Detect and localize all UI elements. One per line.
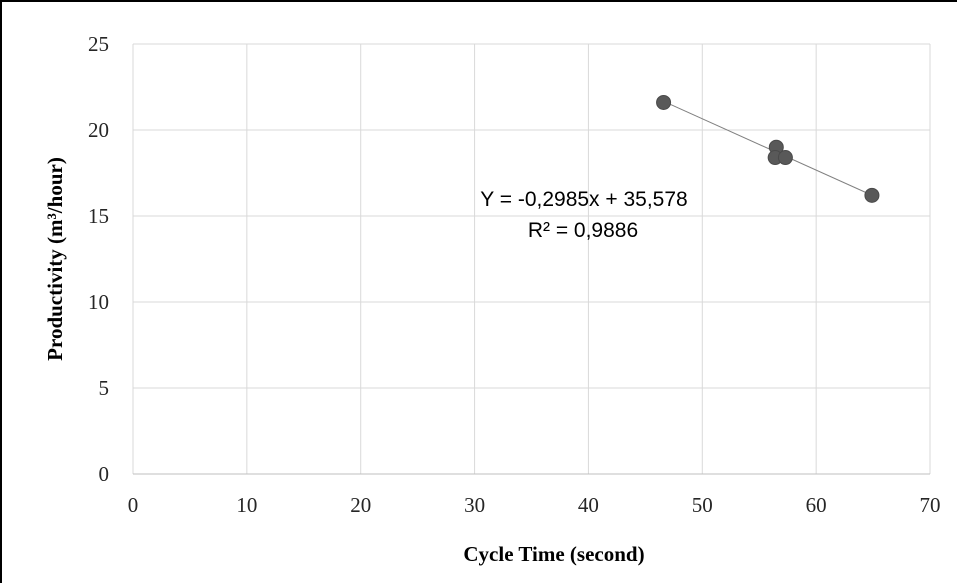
y-tick-label: 5 bbox=[99, 376, 110, 400]
x-tick-label: 20 bbox=[350, 493, 371, 517]
data-point bbox=[656, 94, 672, 110]
trendline-layer bbox=[663, 100, 873, 196]
y-tick-label: 10 bbox=[88, 290, 109, 314]
y-tick-label: 20 bbox=[88, 118, 109, 142]
trendline-equation: Y = -0,2985x + 35,578 bbox=[480, 188, 687, 211]
y-axis-title: Productivity (m³/hour) bbox=[43, 157, 67, 361]
data-points bbox=[656, 94, 880, 203]
x-axis-title: Cycle Time (second) bbox=[463, 542, 644, 566]
x-tick-label: 10 bbox=[236, 493, 257, 517]
tick-labels: 0 5 10 15 20 25 0 10 20 30 40 50 60 70 bbox=[88, 32, 941, 517]
x-tick-label: 0 bbox=[128, 493, 139, 517]
data-point bbox=[777, 150, 793, 166]
r-squared-label: R² = 0,9886 bbox=[528, 219, 638, 242]
data-point bbox=[864, 187, 880, 203]
y-tick-label: 15 bbox=[88, 204, 109, 228]
x-tick-label: 70 bbox=[920, 493, 941, 517]
axis-layer bbox=[132, 44, 930, 475]
grid-layer bbox=[133, 43, 931, 474]
y-tick-label: 0 bbox=[99, 462, 110, 486]
x-tick-label: 30 bbox=[464, 493, 485, 517]
x-tick-label: 60 bbox=[806, 493, 827, 517]
x-tick-label: 50 bbox=[692, 493, 713, 517]
y-tick-label: 25 bbox=[88, 32, 109, 56]
x-tick-label: 40 bbox=[578, 493, 599, 517]
linear-trendline bbox=[663, 100, 873, 196]
